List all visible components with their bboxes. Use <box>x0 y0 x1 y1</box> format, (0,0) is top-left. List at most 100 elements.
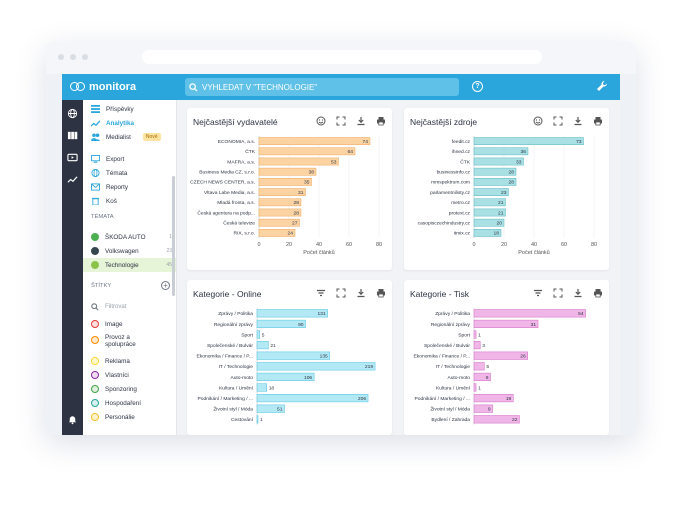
topic-label: ŠKODA AUTO <box>105 233 146 241</box>
sidebar-item-kos[interactable]: Koš <box>91 195 117 207</box>
topic-icon <box>91 233 99 241</box>
print-icon[interactable] <box>593 116 603 126</box>
help-icon[interactable]: ? <box>472 81 483 92</box>
x-tick-label: 40 <box>531 242 537 248</box>
panel-category-online: Kategorie - Online Zprávy / Politika 131 R… <box>187 280 392 435</box>
category-label: MAFRA, a.s. <box>227 159 255 165</box>
category-label: businessinfo.cz <box>437 170 471 176</box>
bar-value-label: 28 <box>294 210 300 216</box>
tag-item-provoz[interactable]: Provoz a spolupráce <box>91 334 155 350</box>
tag-item-reklama[interactable]: Reklama <box>91 355 130 367</box>
logo-icon <box>70 80 86 94</box>
globe-icon[interactable] <box>67 108 78 119</box>
address-bar[interactable] <box>142 50 542 64</box>
topic-item-volkswagen[interactable]: Volkswagen 23 <box>83 244 176 258</box>
x-axis-title: Počet článků <box>303 249 335 256</box>
bar <box>473 319 539 328</box>
bar-value-label: 21 <box>498 200 504 206</box>
x-tick-label: 80 <box>376 242 382 248</box>
bar-value-label: 23 <box>501 190 507 196</box>
tag-icon <box>91 320 99 328</box>
topic-item-skoda[interactable]: ŠKODA AUTO 1 <box>83 230 176 244</box>
expand-icon[interactable] <box>336 288 346 298</box>
sidebar-item-label: Koš <box>106 197 117 205</box>
expand-icon[interactable] <box>553 288 563 298</box>
tv-icon[interactable] <box>67 152 78 163</box>
tag-filter-input[interactable]: Filtrovat <box>91 301 171 313</box>
add-tag-button[interactable]: + <box>161 281 170 290</box>
download-icon[interactable] <box>356 288 366 298</box>
sort-icon[interactable] <box>316 288 326 298</box>
bar <box>473 157 524 166</box>
sidebar-item-label: Export <box>106 155 125 163</box>
category-label: Auto-moto <box>447 375 470 381</box>
bar <box>473 351 528 360</box>
category-label: Vltava Labe Media, a.s. <box>204 190 255 196</box>
sidebar-item-analytika[interactable]: Analytika <box>91 117 134 129</box>
expand-icon[interactable] <box>553 116 563 126</box>
smiley-icon[interactable] <box>533 116 543 126</box>
bar-value-label: 9 <box>488 407 491 413</box>
bar-value-label: 33 <box>516 159 522 165</box>
download-icon[interactable] <box>573 116 583 126</box>
logo-text: monitora <box>89 81 137 93</box>
bar-value-label: 90 <box>298 322 304 328</box>
bar-value-label: 31 <box>298 190 304 196</box>
tag-item-personalie[interactable]: Personálie <box>91 411 135 423</box>
bar <box>473 198 506 207</box>
category-online-chart: Zprávy / Politika 131 Regionální zprávy 90 S… <box>197 308 376 425</box>
bar-value-label: 28 <box>294 200 300 206</box>
bar-value-label: 8 <box>486 375 489 381</box>
download-icon[interactable] <box>356 116 366 126</box>
wrench-icon[interactable] <box>596 80 608 92</box>
app-logo[interactable]: monitora <box>70 80 136 94</box>
topic-item-technologie[interactable]: Technologie 45 <box>83 258 176 272</box>
download-icon[interactable] <box>573 288 583 298</box>
bar <box>256 362 376 371</box>
search-icon <box>91 303 99 311</box>
bar <box>258 208 302 217</box>
bell-icon[interactable] <box>67 414 78 425</box>
category-label: mmspektrum.com <box>431 180 470 186</box>
bar <box>473 330 477 339</box>
sidebar-item-reporty[interactable]: Reporty <box>91 181 128 193</box>
bar-value-label: 51 <box>277 407 283 413</box>
bar <box>256 330 260 339</box>
bar <box>256 351 331 360</box>
bar <box>473 188 509 196</box>
tag-item-sponzoring[interactable]: Sponzoring <box>91 383 137 395</box>
sort-icon[interactable] <box>533 288 543 298</box>
trend-icon[interactable] <box>67 174 78 185</box>
smiley-icon[interactable] <box>316 116 326 126</box>
columns-icon[interactable] <box>67 130 78 141</box>
x-tick-label: 60 <box>561 242 567 248</box>
category-label: casopisczechindustry.cz <box>418 221 471 227</box>
bar <box>256 319 306 328</box>
tag-label: Reklama <box>105 357 130 365</box>
expand-icon[interactable] <box>336 116 346 126</box>
list-icon <box>91 105 100 113</box>
print-icon[interactable] <box>376 116 386 126</box>
print-icon[interactable] <box>593 288 603 298</box>
bar <box>473 309 586 318</box>
sidebar-item-medialist[interactable]: Medialist Nové <box>91 131 161 143</box>
print-icon[interactable] <box>376 288 386 298</box>
tag-label: Hospodaření <box>105 399 142 407</box>
bar <box>473 362 485 371</box>
sidebar-item-temata[interactable]: Témata <box>91 167 127 179</box>
sidebar-item-export[interactable]: Export <box>91 153 124 165</box>
trend-icon <box>91 120 100 127</box>
browser-window: monitora VYHLEDAT V "TECHNOLOGIE" ? ? <box>46 42 636 435</box>
bar-value-label: 38 <box>309 170 315 176</box>
tag-item-vlastnici[interactable]: Vlastníci <box>91 369 129 381</box>
topic-icon <box>91 261 99 269</box>
sidebar-item-prispevky[interactable]: Příspěvky <box>91 103 134 115</box>
tag-item-image[interactable]: Image <box>91 318 123 330</box>
tag-item-hospodareni[interactable]: Hospodaření <box>91 397 141 409</box>
search-input[interactable]: VYHLEDAT V "TECHNOLOGIE" <box>185 78 459 96</box>
category-label: Společenské / Bulvár <box>424 343 470 349</box>
category-label: ČTK <box>245 148 256 155</box>
sidebar-scrollbar[interactable] <box>172 176 175 296</box>
publishers-chart: 0 20 40 60 80 ECONOMIA, a.s. 74 ČTK 64 MAFRA, a.s… <box>190 136 382 256</box>
